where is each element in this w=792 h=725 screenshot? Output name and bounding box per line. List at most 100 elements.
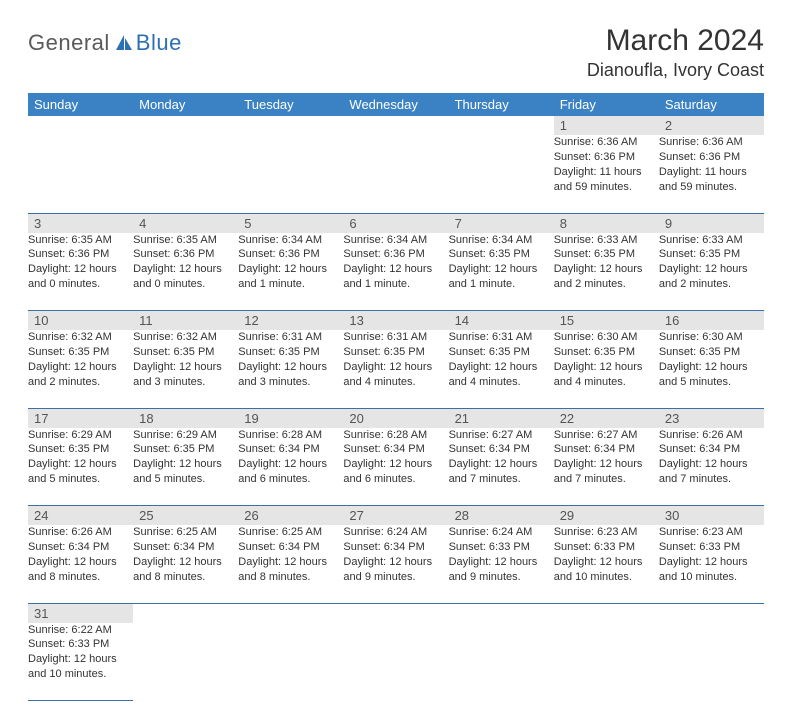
daylight-text: Daylight: 12 hours and 2 minutes. bbox=[659, 262, 764, 292]
sunset-text: Sunset: 6:34 PM bbox=[554, 442, 659, 457]
sunset-text: Sunset: 6:35 PM bbox=[133, 345, 238, 360]
sunset-text: Sunset: 6:36 PM bbox=[659, 150, 764, 165]
day-detail-cell: Sunrise: 6:23 AMSunset: 6:33 PMDaylight:… bbox=[554, 525, 659, 603]
day-detail-cell: Sunrise: 6:34 AMSunset: 6:36 PMDaylight:… bbox=[343, 233, 448, 311]
day-detail-cell: Sunrise: 6:28 AMSunset: 6:34 PMDaylight:… bbox=[238, 428, 343, 506]
logo-text-general: General bbox=[28, 30, 110, 56]
day-number-row: 31 bbox=[28, 603, 764, 623]
day-number-cell: 25 bbox=[133, 506, 238, 526]
day-detail-cell: Sunrise: 6:32 AMSunset: 6:35 PMDaylight:… bbox=[133, 330, 238, 408]
day-number-cell: 27 bbox=[343, 506, 448, 526]
sunrise-text: Sunrise: 6:22 AM bbox=[28, 623, 133, 638]
day-number-cell: 21 bbox=[449, 408, 554, 428]
day-number-row: 24252627282930 bbox=[28, 506, 764, 526]
weekday-header: Thursday bbox=[449, 93, 554, 116]
day-number-cell bbox=[238, 603, 343, 623]
sunset-text: Sunset: 6:34 PM bbox=[343, 540, 448, 555]
day-number-cell bbox=[449, 116, 554, 135]
sunset-text: Sunset: 6:36 PM bbox=[133, 247, 238, 262]
day-number-cell: 28 bbox=[449, 506, 554, 526]
day-number-cell bbox=[343, 116, 448, 135]
sunset-text: Sunset: 6:35 PM bbox=[554, 247, 659, 262]
sunset-text: Sunset: 6:34 PM bbox=[28, 540, 133, 555]
sunset-text: Sunset: 6:34 PM bbox=[343, 442, 448, 457]
day-detail-cell bbox=[554, 623, 659, 701]
day-detail-cell: Sunrise: 6:30 AMSunset: 6:35 PMDaylight:… bbox=[554, 330, 659, 408]
day-detail-cell: Sunrise: 6:27 AMSunset: 6:34 PMDaylight:… bbox=[449, 428, 554, 506]
daylight-text: Daylight: 12 hours and 0 minutes. bbox=[28, 262, 133, 292]
daylight-text: Daylight: 12 hours and 5 minutes. bbox=[659, 360, 764, 390]
daylight-text: Daylight: 11 hours and 59 minutes. bbox=[554, 165, 659, 195]
day-number-cell: 3 bbox=[28, 213, 133, 233]
daylight-text: Daylight: 12 hours and 8 minutes. bbox=[133, 555, 238, 585]
day-number-cell bbox=[449, 603, 554, 623]
daylight-text: Daylight: 12 hours and 10 minutes. bbox=[554, 555, 659, 585]
day-detail-cell: Sunrise: 6:33 AMSunset: 6:35 PMDaylight:… bbox=[659, 233, 764, 311]
daylight-text: Daylight: 12 hours and 2 minutes. bbox=[28, 360, 133, 390]
day-detail-cell: Sunrise: 6:29 AMSunset: 6:35 PMDaylight:… bbox=[28, 428, 133, 506]
sunrise-text: Sunrise: 6:34 AM bbox=[449, 233, 554, 248]
weekday-header: Sunday bbox=[28, 93, 133, 116]
page-header: General Blue March 2024 Dianoufla, Ivory… bbox=[28, 24, 764, 81]
weekday-header: Saturday bbox=[659, 93, 764, 116]
day-number-row: 12 bbox=[28, 116, 764, 135]
sunrise-text: Sunrise: 6:36 AM bbox=[659, 135, 764, 150]
sunrise-text: Sunrise: 6:33 AM bbox=[659, 233, 764, 248]
sunset-text: Sunset: 6:35 PM bbox=[659, 247, 764, 262]
daylight-text: Daylight: 12 hours and 7 minutes. bbox=[659, 457, 764, 487]
sunset-text: Sunset: 6:35 PM bbox=[343, 345, 448, 360]
day-detail-cell: Sunrise: 6:31 AMSunset: 6:35 PMDaylight:… bbox=[449, 330, 554, 408]
day-number-cell: 11 bbox=[133, 311, 238, 331]
month-title: March 2024 bbox=[587, 24, 764, 58]
day-detail-cell: Sunrise: 6:28 AMSunset: 6:34 PMDaylight:… bbox=[343, 428, 448, 506]
sunset-text: Sunset: 6:35 PM bbox=[659, 345, 764, 360]
sunrise-text: Sunrise: 6:33 AM bbox=[554, 233, 659, 248]
daylight-text: Daylight: 12 hours and 6 minutes. bbox=[343, 457, 448, 487]
day-detail-cell: Sunrise: 6:25 AMSunset: 6:34 PMDaylight:… bbox=[133, 525, 238, 603]
sunset-text: Sunset: 6:33 PM bbox=[449, 540, 554, 555]
day-detail-cell: Sunrise: 6:25 AMSunset: 6:34 PMDaylight:… bbox=[238, 525, 343, 603]
sunrise-text: Sunrise: 6:23 AM bbox=[554, 525, 659, 540]
daylight-text: Daylight: 12 hours and 10 minutes. bbox=[659, 555, 764, 585]
day-detail-cell: Sunrise: 6:23 AMSunset: 6:33 PMDaylight:… bbox=[659, 525, 764, 603]
day-number-cell: 7 bbox=[449, 213, 554, 233]
day-detail-row: Sunrise: 6:22 AMSunset: 6:33 PMDaylight:… bbox=[28, 623, 764, 701]
day-detail-row: Sunrise: 6:36 AMSunset: 6:36 PMDaylight:… bbox=[28, 135, 764, 213]
sunrise-text: Sunrise: 6:26 AM bbox=[28, 525, 133, 540]
day-detail-row: Sunrise: 6:32 AMSunset: 6:35 PMDaylight:… bbox=[28, 330, 764, 408]
daylight-text: Daylight: 12 hours and 2 minutes. bbox=[554, 262, 659, 292]
sunrise-text: Sunrise: 6:29 AM bbox=[28, 428, 133, 443]
weekday-header: Friday bbox=[554, 93, 659, 116]
daylight-text: Daylight: 12 hours and 4 minutes. bbox=[343, 360, 448, 390]
day-detail-cell bbox=[133, 623, 238, 701]
day-detail-cell: Sunrise: 6:31 AMSunset: 6:35 PMDaylight:… bbox=[238, 330, 343, 408]
daylight-text: Daylight: 12 hours and 8 minutes. bbox=[28, 555, 133, 585]
day-detail-cell bbox=[449, 623, 554, 701]
daylight-text: Daylight: 12 hours and 4 minutes. bbox=[554, 360, 659, 390]
daylight-text: Daylight: 12 hours and 4 minutes. bbox=[449, 360, 554, 390]
daylight-text: Daylight: 12 hours and 0 minutes. bbox=[133, 262, 238, 292]
day-detail-cell: Sunrise: 6:26 AMSunset: 6:34 PMDaylight:… bbox=[659, 428, 764, 506]
day-number-cell: 23 bbox=[659, 408, 764, 428]
logo: General Blue bbox=[28, 30, 182, 56]
day-number-row: 3456789 bbox=[28, 213, 764, 233]
sunrise-text: Sunrise: 6:25 AM bbox=[133, 525, 238, 540]
daylight-text: Daylight: 12 hours and 5 minutes. bbox=[28, 457, 133, 487]
day-detail-cell bbox=[238, 623, 343, 701]
weekday-header: Wednesday bbox=[343, 93, 448, 116]
sunrise-text: Sunrise: 6:30 AM bbox=[554, 330, 659, 345]
sunrise-text: Sunrise: 6:30 AM bbox=[659, 330, 764, 345]
day-number-cell: 6 bbox=[343, 213, 448, 233]
location-subtitle: Dianoufla, Ivory Coast bbox=[587, 60, 764, 81]
daylight-text: Daylight: 12 hours and 1 minute. bbox=[238, 262, 343, 292]
sunrise-text: Sunrise: 6:28 AM bbox=[238, 428, 343, 443]
day-detail-cell: Sunrise: 6:24 AMSunset: 6:34 PMDaylight:… bbox=[343, 525, 448, 603]
day-number-cell: 15 bbox=[554, 311, 659, 331]
sail-icon bbox=[114, 34, 134, 52]
day-number-cell bbox=[133, 603, 238, 623]
sunset-text: Sunset: 6:34 PM bbox=[659, 442, 764, 457]
sunrise-text: Sunrise: 6:29 AM bbox=[133, 428, 238, 443]
day-detail-cell: Sunrise: 6:29 AMSunset: 6:35 PMDaylight:… bbox=[133, 428, 238, 506]
day-number-cell bbox=[133, 116, 238, 135]
daylight-text: Daylight: 12 hours and 9 minutes. bbox=[343, 555, 448, 585]
